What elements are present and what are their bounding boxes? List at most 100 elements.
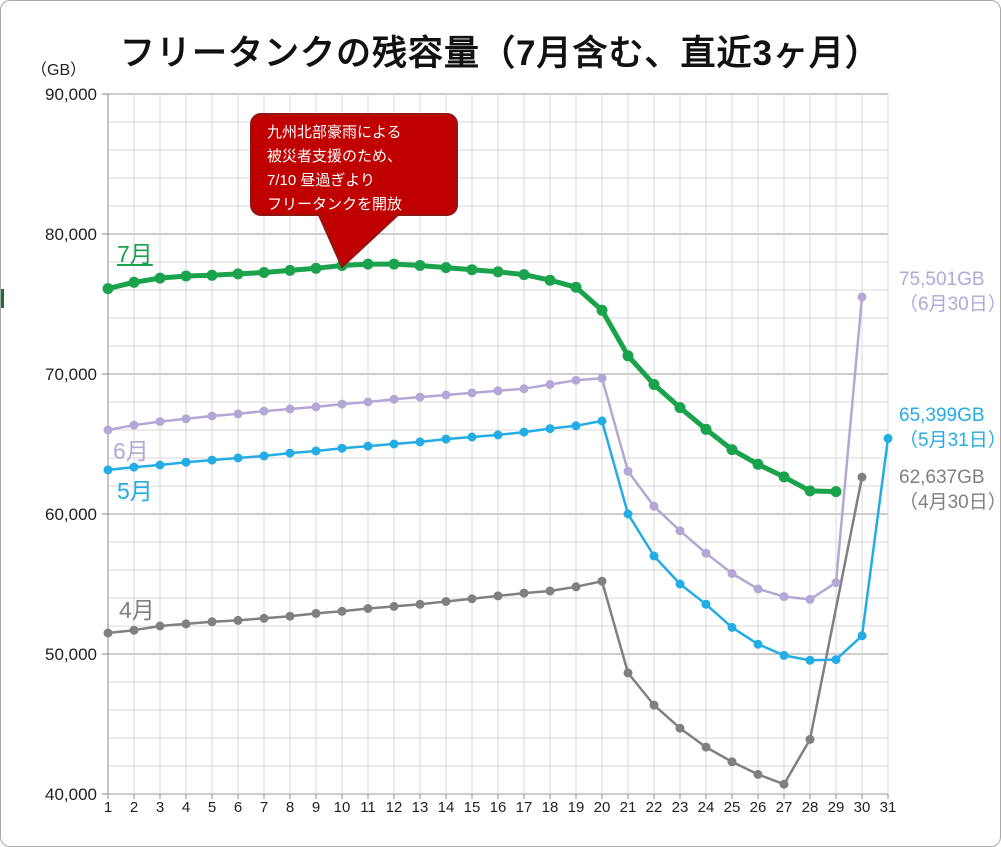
x-tick-label: 1 xyxy=(103,799,113,816)
data-point-april xyxy=(571,582,581,592)
data-point-april xyxy=(103,628,113,638)
data-point-june xyxy=(441,390,451,400)
data-point-may xyxy=(337,443,347,453)
data-point-april xyxy=(259,613,269,623)
data-point-june xyxy=(831,578,841,588)
annotation-line: 九州北部豪雨による xyxy=(267,124,402,141)
data-point-june xyxy=(493,386,503,396)
x-tick-label: 24 xyxy=(697,799,715,816)
chart-title: フリータンクの残容量（7月含む、直近3ヶ月） xyxy=(120,34,881,73)
data-point-april xyxy=(311,608,321,618)
y-tick-label: 70,000 xyxy=(45,365,97,384)
data-point-april xyxy=(207,617,217,627)
data-point-april xyxy=(441,597,451,606)
end-label-date: （4月30日） xyxy=(899,492,1001,513)
data-point-july xyxy=(180,270,192,282)
data-point-may xyxy=(701,599,711,609)
data-point-july xyxy=(726,444,738,456)
data-point-july xyxy=(310,262,322,274)
data-point-april xyxy=(467,594,477,604)
data-point-june xyxy=(519,384,529,394)
data-point-may xyxy=(727,622,737,632)
annotation-callout-tail xyxy=(316,212,403,269)
data-point-may xyxy=(753,639,763,649)
data-point-april xyxy=(519,588,529,598)
data-point-june xyxy=(623,466,633,476)
end-label-value: 75,501GB xyxy=(899,269,985,290)
y-tick-label: 60,000 xyxy=(45,505,97,524)
data-point-june xyxy=(701,548,711,558)
data-point-april xyxy=(675,723,685,733)
x-tick-label: 17 xyxy=(515,799,533,816)
x-tick-label: 5 xyxy=(207,799,217,816)
data-point-june xyxy=(649,501,659,511)
data-point-july xyxy=(752,458,764,470)
end-label-june: 75,501GB （6月30日） xyxy=(899,267,1001,317)
x-tick-label: 18 xyxy=(541,799,559,816)
annotation-callout-text: 九州北部豪雨による 被災者支援のため、 7/10 昼過ぎより フリータンクを開放 xyxy=(267,121,402,217)
data-point-may xyxy=(857,631,867,641)
data-point-may xyxy=(441,434,451,444)
data-point-july xyxy=(492,266,504,278)
data-point-may xyxy=(207,455,217,465)
x-tick-label: 6 xyxy=(233,799,243,816)
series-label-july: 7月 xyxy=(117,241,153,267)
data-point-april xyxy=(155,621,165,631)
data-point-may xyxy=(259,451,269,461)
data-point-july xyxy=(284,264,296,276)
x-tick-label: 12 xyxy=(385,799,403,816)
data-point-june xyxy=(233,409,243,419)
x-tick-label: 2 xyxy=(129,799,139,816)
y-tick-label: 80,000 xyxy=(45,225,97,244)
data-point-june xyxy=(155,417,165,427)
data-point-june xyxy=(753,584,763,594)
data-point-may xyxy=(155,460,165,470)
data-point-june xyxy=(857,292,867,302)
data-point-july xyxy=(258,267,270,278)
data-point-july xyxy=(700,423,712,435)
data-point-june xyxy=(207,411,217,421)
x-tick-label: 15 xyxy=(463,799,481,816)
series-line-june xyxy=(107,296,864,601)
x-tick-label: 30 xyxy=(853,799,871,816)
data-point-may xyxy=(779,650,789,660)
data-point-june xyxy=(259,406,269,416)
data-point-may xyxy=(311,446,321,456)
x-tick-label: 10 xyxy=(333,799,351,816)
data-point-april xyxy=(649,700,659,710)
data-point-june xyxy=(389,394,399,404)
x-tick-label: 22 xyxy=(645,799,663,816)
x-tick-label: 31 xyxy=(879,799,897,816)
data-point-april xyxy=(701,742,711,752)
end-label-value: 65,399GB xyxy=(899,405,985,426)
x-tick-label: 20 xyxy=(593,799,611,816)
data-point-june xyxy=(545,380,555,389)
data-point-june xyxy=(129,420,139,430)
data-point-may xyxy=(545,424,555,434)
x-tick-label: 19 xyxy=(567,799,585,816)
annotation-line: フリータンクを開放 xyxy=(267,196,403,213)
annotation-line: 被災者支援のため、 xyxy=(267,148,403,165)
x-tick-label: 16 xyxy=(489,799,507,816)
data-point-july xyxy=(414,260,426,271)
end-label-date: （6月30日） xyxy=(899,294,1001,315)
data-point-may xyxy=(467,432,477,442)
data-point-july xyxy=(232,268,244,280)
y-axis-unit-label: （GB） xyxy=(31,62,87,79)
data-point-april xyxy=(285,611,295,621)
data-point-june xyxy=(181,414,191,424)
y-tick-label: 50,000 xyxy=(45,645,97,664)
x-tick-label: 21 xyxy=(619,799,637,816)
x-tick-label: 7 xyxy=(259,799,269,816)
data-point-may xyxy=(623,509,633,519)
data-point-may xyxy=(649,551,659,561)
data-point-may xyxy=(181,457,191,467)
end-label-april: 62,637GB （4月30日） xyxy=(899,465,1001,515)
data-point-june xyxy=(311,402,321,412)
data-point-july xyxy=(518,269,530,281)
data-point-may xyxy=(519,427,529,437)
x-tick-label: 26 xyxy=(749,799,767,816)
y-tick-label: 90,000 xyxy=(45,85,97,104)
left-edge-artifact xyxy=(1,289,4,308)
